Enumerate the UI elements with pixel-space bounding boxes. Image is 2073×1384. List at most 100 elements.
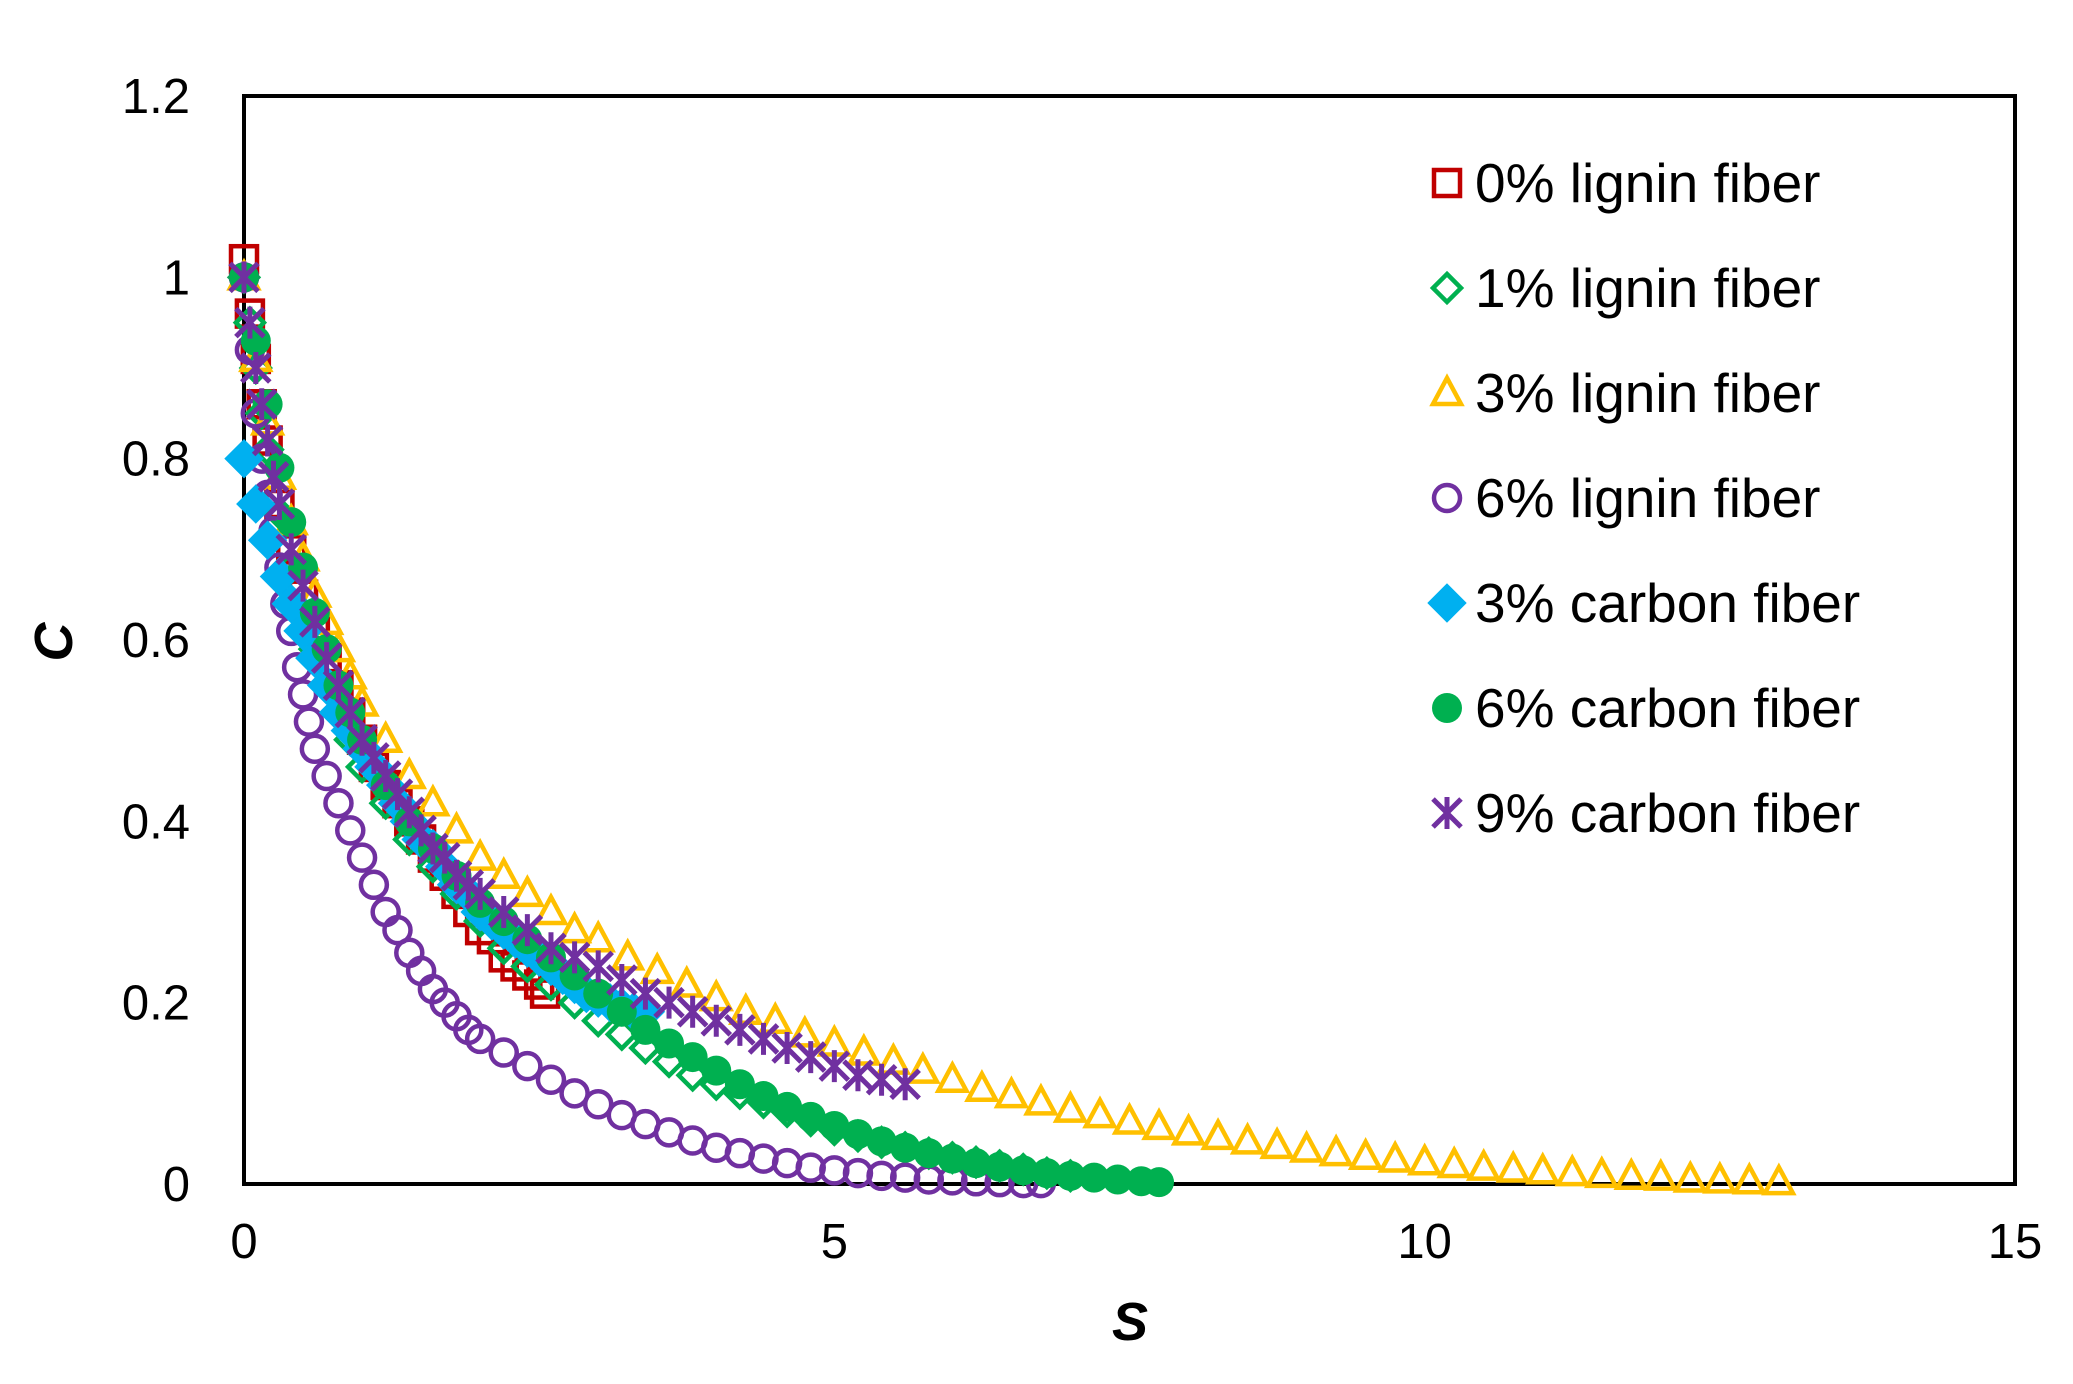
data-point <box>842 1119 873 1150</box>
data-point <box>724 1013 756 1046</box>
data-point <box>533 892 569 926</box>
legend-marker <box>1429 373 1465 407</box>
data-point <box>1008 1155 1039 1186</box>
series-group <box>226 257 1797 1196</box>
data-point <box>240 352 272 384</box>
data-point <box>1377 1139 1413 1173</box>
data-point <box>580 919 616 953</box>
data-point <box>382 914 413 946</box>
data-point <box>438 810 475 844</box>
y-tick-label: 0.4 <box>122 795 190 849</box>
data-point <box>488 1037 519 1068</box>
legend-label: 3% carbon fiber <box>1475 572 1860 634</box>
legend-label: 3% lignin fiber <box>1475 362 1820 424</box>
data-point <box>322 669 355 702</box>
data-point <box>1144 1167 1175 1198</box>
data-point <box>275 533 307 566</box>
data-point <box>511 914 544 947</box>
data-point <box>367 719 404 753</box>
data-point <box>1079 1162 1110 1193</box>
y-tick-label: 1.2 <box>122 70 190 124</box>
data-point <box>299 605 331 638</box>
data-point <box>1023 1082 1059 1116</box>
data-point <box>629 977 662 1010</box>
data-point <box>509 874 546 908</box>
data-point <box>276 507 307 538</box>
data-point <box>609 937 646 971</box>
legend-marker <box>1427 583 1467 623</box>
legend-label: 9% carbon fiber <box>1475 782 1860 844</box>
data-point <box>1200 1117 1236 1151</box>
data-point <box>747 1022 780 1055</box>
data-point <box>795 1101 826 1132</box>
data-point <box>757 1001 794 1035</box>
legend-item: 6% lignin fiber <box>1431 467 1820 529</box>
legend-marker <box>1431 797 1463 829</box>
y-tick-label: 0 <box>163 1158 190 1212</box>
data-point <box>724 1069 755 1100</box>
data-point <box>771 1032 803 1064</box>
data-point <box>247 520 288 560</box>
data-point <box>1643 1157 1679 1191</box>
data-point <box>1672 1159 1709 1193</box>
data-point <box>654 1028 685 1059</box>
data-point <box>913 1138 944 1169</box>
data-point <box>1031 1158 1062 1189</box>
data-point <box>323 787 354 819</box>
data-point <box>1288 1129 1325 1163</box>
data-point <box>1702 1160 1738 1194</box>
legend-marker <box>1431 482 1463 514</box>
data-point <box>346 842 378 873</box>
data-point <box>583 978 614 1009</box>
legend-marker <box>1432 693 1462 723</box>
data-point <box>1347 1137 1384 1171</box>
data-point <box>630 1014 661 1045</box>
data-point <box>1554 1153 1591 1187</box>
data-point <box>866 1126 897 1157</box>
legend-item: 6% carbon fiber <box>1432 677 1860 739</box>
x-tick-label: 10 <box>1397 1215 1452 1269</box>
data-point <box>1584 1155 1620 1189</box>
data-point <box>391 756 428 790</box>
data-point <box>1406 1142 1443 1176</box>
legend-marker <box>1431 167 1463 199</box>
data-point <box>818 1050 851 1083</box>
legend-item: 3% lignin fiber <box>1429 362 1820 424</box>
legend: 0% lignin fiber 1% lignin fiber 3% lignin … <box>1427 152 1860 844</box>
data-point <box>310 642 343 675</box>
data-point <box>668 964 705 998</box>
data-point <box>1229 1121 1266 1155</box>
data-point <box>865 1063 898 1096</box>
series-group <box>228 261 921 1101</box>
data-point <box>556 910 593 944</box>
data-point <box>236 484 276 524</box>
data-point <box>700 1004 733 1037</box>
data-point <box>245 388 278 421</box>
legend-label: 0% lignin fiber <box>1475 152 1820 214</box>
data-point <box>293 706 325 737</box>
data-point <box>299 733 331 765</box>
y-axis-title: C <box>24 622 84 662</box>
data-point <box>464 1023 496 1055</box>
y-tick-label: 1 <box>163 251 190 305</box>
data-point <box>701 1055 732 1086</box>
data-point <box>464 877 496 910</box>
data-point <box>1055 1160 1086 1191</box>
data-point <box>984 1151 1015 1182</box>
data-point <box>335 815 366 846</box>
data-point <box>228 261 260 294</box>
data-point <box>653 986 685 1019</box>
y-tick-labels: 0 0.2 0.4 0.6 0.8 1 1.2 <box>122 70 190 1212</box>
data-point <box>263 488 296 520</box>
data-point <box>1052 1089 1089 1123</box>
data-point <box>794 1041 827 1074</box>
data-marks <box>224 243 1797 1199</box>
data-point <box>462 837 498 871</box>
data-point <box>1761 1162 1797 1196</box>
data-point <box>964 1069 1000 1103</box>
data-point <box>889 1068 921 1101</box>
data-point <box>234 306 266 339</box>
data-point <box>1170 1112 1207 1146</box>
legend-label: 1% lignin fiber <box>1475 257 1820 319</box>
